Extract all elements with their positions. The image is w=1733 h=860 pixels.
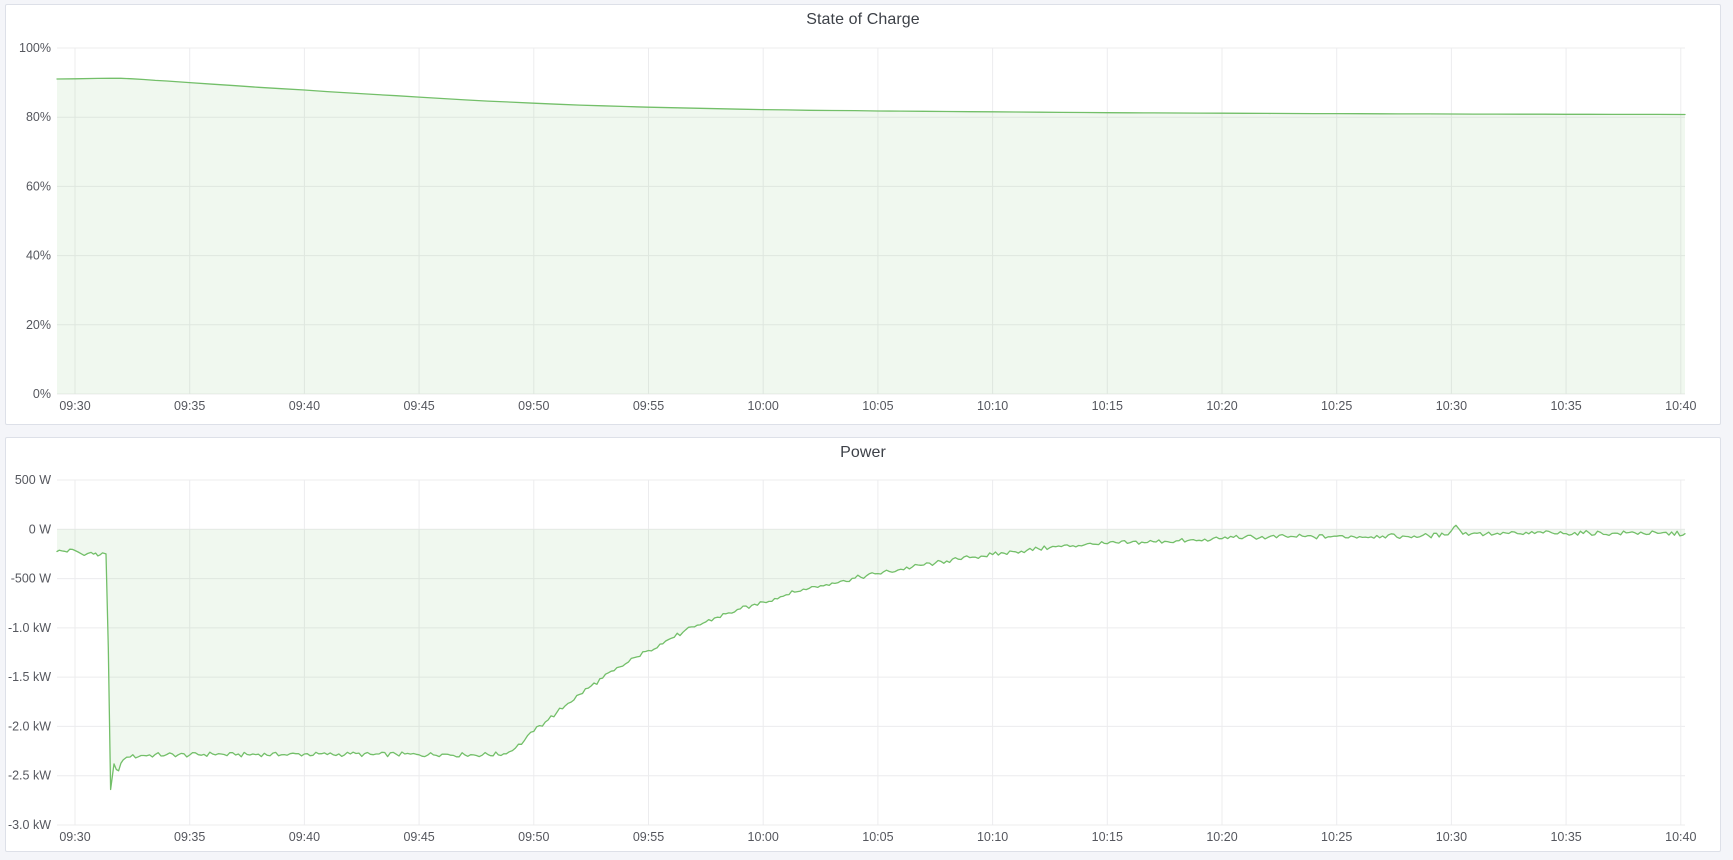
y-tick-label: 40% (26, 249, 51, 263)
x-tick-label: 09:55 (633, 830, 664, 844)
y-tick-label: -2.0 kW (8, 719, 51, 733)
x-tick-label: 10:35 (1550, 399, 1581, 413)
x-tick-label: 10:10 (977, 830, 1008, 844)
x-tick-label: 09:30 (59, 830, 90, 844)
x-tick-label: 10:15 (1092, 830, 1123, 844)
power-panel-title[interactable]: Power (840, 444, 886, 461)
x-tick-label: 09:35 (174, 830, 205, 844)
x-tick-label: 10:05 (862, 399, 893, 413)
power-panel: Power 500 W 0 W -500 W -1.0 kW -1.5 kW -2.0 k… (5, 437, 1721, 852)
x-tick-label: 10:40 (1665, 830, 1696, 844)
state-of-charge-panel: State of Charge 0% 20% 40% 60% 80% 100% 09:30 0… (5, 4, 1721, 425)
x-tick-label: 10:35 (1550, 830, 1581, 844)
x-tick-label: 09:45 (403, 830, 434, 844)
y-tick-label: 0 W (29, 522, 51, 536)
x-tick-label: 10:15 (1092, 399, 1123, 413)
x-tick-label: 10:10 (977, 399, 1008, 413)
y-tick-label: -1.0 kW (8, 621, 51, 635)
state-of-charge-chart-area[interactable]: 0% 20% 40% 60% 80% 100% 09:30 09:35 09:40 09:45 09… (6, 5, 1720, 424)
x-tick-label: 10:25 (1321, 830, 1352, 844)
x-tick-label: 10:30 (1436, 399, 1467, 413)
series-fill (57, 78, 1685, 395)
x-tick-label: 09:30 (59, 399, 90, 413)
x-tick-label: 09:35 (174, 399, 205, 413)
power-chart-area[interactable]: 500 W 0 W -500 W -1.0 kW -1.5 kW -2.0 kW -2.5 … (6, 438, 1720, 851)
y-tick-label: -1.5 kW (8, 670, 51, 684)
x-tick-label: 10:20 (1206, 830, 1237, 844)
x-tick-label: 10:30 (1436, 830, 1467, 844)
x-tick-label: 10:05 (862, 830, 893, 844)
series-line (56, 524, 1686, 791)
y-tick-label: -2.5 kW (8, 769, 51, 783)
x-tick-label: 09:50 (518, 830, 549, 844)
x-tick-label: 09:40 (289, 399, 320, 413)
x-tick-label: 09:45 (403, 399, 434, 413)
y-tick-label: -500 W (11, 572, 51, 586)
y-tick-label: 0% (33, 387, 51, 401)
series-fill (57, 525, 1685, 790)
y-tick-label: 500 W (15, 473, 51, 487)
x-tick-label: 10:00 (748, 830, 779, 844)
x-tick-label: 10:40 (1665, 399, 1696, 413)
series-line (56, 77, 1686, 116)
x-tick-label: 09:50 (518, 399, 549, 413)
x-tick-label: 09:55 (633, 399, 664, 413)
x-tick-label: 10:00 (748, 399, 779, 413)
x-tick-label: 10:20 (1206, 399, 1237, 413)
y-tick-label: 60% (26, 179, 51, 193)
y-tick-label: 20% (26, 318, 51, 332)
y-tick-label: -3.0 kW (8, 818, 51, 832)
x-tick-label: 09:40 (289, 830, 320, 844)
state-of-charge-panel-title[interactable]: State of Charge (806, 11, 920, 28)
x-tick-label: 10:25 (1321, 399, 1352, 413)
y-tick-label: 80% (26, 110, 51, 124)
y-tick-label: 100% (19, 41, 51, 55)
